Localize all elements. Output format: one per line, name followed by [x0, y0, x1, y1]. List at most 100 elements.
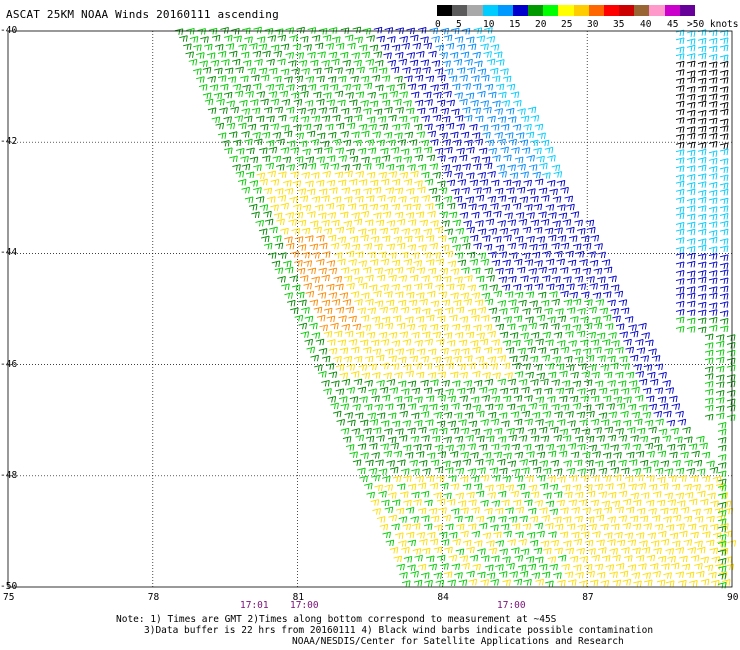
wind-barb	[276, 218, 285, 226]
wind-barb	[452, 299, 462, 307]
wind-barb	[443, 571, 453, 578]
wind-barb	[391, 123, 401, 131]
wind-barb	[466, 226, 475, 234]
wind-barb	[277, 194, 287, 202]
wind-barb	[593, 346, 602, 354]
wind-barb	[386, 379, 396, 386]
wind-barb	[462, 403, 472, 410]
wind-barb	[540, 378, 549, 386]
wind-barb	[454, 172, 463, 179]
wind-barb	[407, 539, 417, 547]
wind-barb	[349, 155, 359, 163]
wind-barb	[423, 362, 433, 370]
wind-barb	[539, 507, 548, 514]
wind-barb	[335, 43, 345, 50]
wind-barb	[649, 378, 659, 386]
wind-barb	[675, 308, 685, 316]
wind-barb	[605, 564, 615, 571]
wind-barb	[507, 242, 517, 250]
wind-barb	[470, 99, 479, 107]
wind-barb	[515, 132, 525, 139]
wind-barb	[455, 227, 465, 235]
wind-barb	[653, 444, 663, 451]
wind-barb	[375, 219, 385, 227]
wind-barb	[622, 578, 632, 586]
wind-barb	[540, 540, 550, 547]
wind-barb	[268, 146, 278, 154]
wind-barb	[686, 198, 696, 205]
wind-barb	[533, 203, 543, 211]
wind-barb	[708, 197, 718, 204]
wind-barb	[232, 139, 242, 146]
wind-barb	[284, 187, 294, 195]
wind-barb	[482, 372, 491, 379]
wind-barb	[719, 118, 729, 125]
wind-barb	[522, 308, 531, 315]
wind-barb	[634, 418, 643, 426]
wind-barb	[359, 339, 369, 346]
wind-barb	[634, 395, 644, 402]
wind-barb	[420, 490, 430, 498]
wind-barb	[456, 67, 466, 74]
wind-barb	[487, 115, 496, 123]
wind-barb	[484, 27, 493, 34]
wind-barb	[416, 532, 426, 539]
wind-barb	[619, 355, 628, 363]
wind-barb	[686, 292, 696, 300]
wind-barb	[624, 532, 634, 539]
wind-barb	[449, 51, 459, 59]
wind-barb	[321, 60, 330, 67]
wind-barb	[708, 277, 718, 285]
wind-barb	[327, 76, 337, 83]
wind-barb	[268, 91, 278, 98]
wind-barb	[366, 331, 376, 339]
wind-barb	[613, 452, 622, 459]
wind-barb	[204, 98, 214, 106]
wind-barb	[571, 531, 580, 539]
wind-barb	[475, 515, 485, 523]
wind-barb	[518, 218, 528, 226]
wind-barb	[523, 579, 532, 586]
wind-barb	[533, 147, 542, 155]
wind-barb	[355, 171, 364, 178]
wind-barb	[481, 314, 490, 322]
wind-barb	[708, 77, 718, 84]
wind-barb	[563, 276, 572, 283]
wind-barb	[541, 571, 551, 579]
wind-barb	[726, 404, 736, 412]
wind-barb	[336, 203, 345, 211]
wind-barb	[570, 211, 580, 218]
wind-barb	[704, 373, 714, 380]
wind-barb	[417, 186, 426, 194]
wind-barb	[657, 555, 667, 563]
wind-barb	[447, 260, 457, 268]
wind-barb	[399, 35, 408, 43]
wind-barb	[574, 275, 584, 283]
wind-barb	[686, 117, 696, 125]
wind-barb	[524, 418, 533, 426]
wind-barb	[547, 475, 556, 483]
wind-barb	[424, 338, 433, 346]
wind-barb	[295, 132, 304, 140]
wind-barb	[515, 531, 524, 538]
wind-barb	[354, 36, 363, 44]
wind-barb	[554, 547, 563, 555]
wind-barb	[301, 68, 310, 75]
wind-barb	[491, 555, 500, 562]
wind-barb	[708, 85, 718, 93]
wind-barb	[200, 36, 209, 43]
wind-barb	[311, 196, 321, 203]
wind-barb	[420, 139, 429, 147]
wind-barb	[310, 138, 320, 146]
wind-barb	[363, 107, 372, 115]
wind-barb	[467, 362, 476, 370]
wind-barb	[398, 540, 407, 547]
wind-barb	[506, 83, 516, 91]
wind-barb	[494, 187, 504, 195]
wind-barb	[373, 108, 383, 115]
wind-barb	[430, 300, 440, 307]
wind-barb	[530, 276, 539, 283]
wind-barb	[274, 106, 283, 114]
wind-barb	[556, 499, 565, 507]
wind-barb	[596, 332, 606, 340]
